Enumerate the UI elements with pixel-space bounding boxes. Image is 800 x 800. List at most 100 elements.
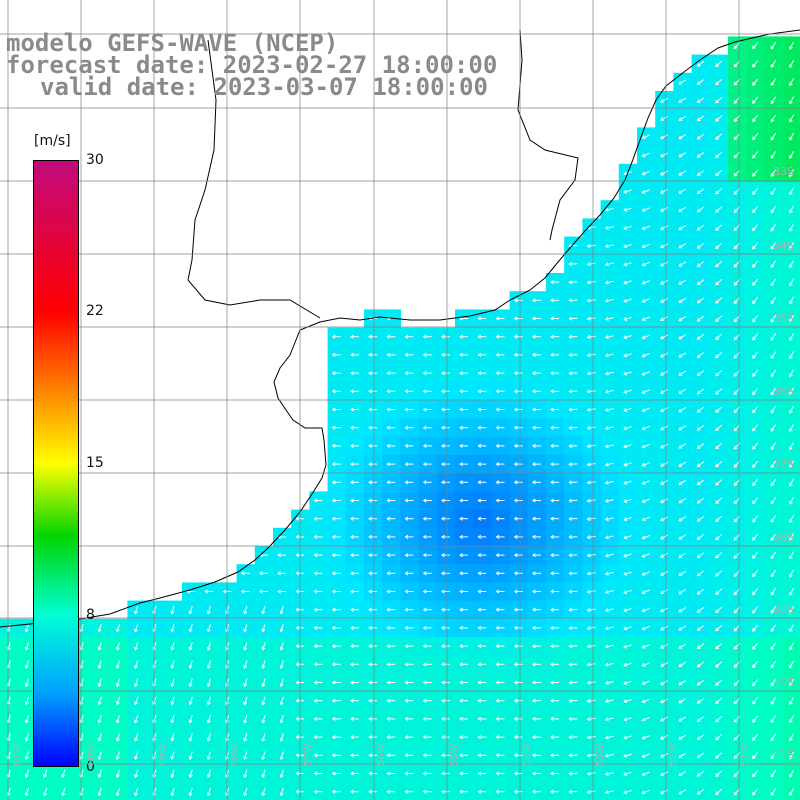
wind-arrow-shaft [715, 169, 723, 176]
wind-arrow-shaft [770, 788, 777, 796]
wind-arrow-head [641, 590, 646, 594]
wind-arrow-head [295, 607, 300, 612]
wind-arrow-shaft [789, 59, 795, 68]
wind-arrow-shaft [752, 78, 759, 86]
wind-arrow-head [97, 719, 102, 724]
wind-arrow-head [531, 371, 536, 376]
wind-arrow-shaft [244, 733, 248, 742]
wind-arrow-head [115, 628, 120, 633]
wind-arrow-shaft [642, 680, 650, 685]
wind-arrow-shaft [605, 790, 614, 794]
wind-arrow-head [422, 516, 427, 521]
wind-arrow-shaft [660, 298, 669, 303]
wind-arrow-shaft [116, 714, 120, 723]
wind-arrow-shaft [605, 717, 614, 721]
wind-arrow-shaft [715, 260, 723, 267]
wind-arrow-shaft [171, 787, 175, 796]
wind-arrow-shaft [789, 551, 795, 559]
wind-arrow-head [513, 771, 518, 776]
wind-arrow-head [459, 516, 463, 521]
wind-arrow-head [331, 352, 336, 357]
wind-arrow-shaft [280, 787, 284, 796]
wind-arrow-head [659, 717, 664, 722]
wind-arrow-shaft [642, 389, 650, 394]
wind-arrow-shaft [605, 590, 614, 593]
wind-arrow-head [733, 591, 738, 596]
wind-arrow-shaft [770, 606, 777, 614]
wind-arrow-head [623, 189, 628, 194]
wind-arrow-head [568, 516, 573, 521]
wind-arrow-head [459, 607, 463, 612]
wind-arrow-shaft [605, 517, 614, 521]
wind-arrow-head [568, 425, 573, 430]
wind-arrow-head [586, 571, 591, 576]
wind-arrow-head [715, 627, 719, 632]
wind-arrow-head [313, 571, 318, 576]
wind-arrow-head [261, 701, 266, 706]
wind-arrow-head [568, 443, 573, 449]
wind-arrow-shaft [623, 280, 632, 284]
wind-arrow-head [752, 227, 756, 232]
wind-arrow-head [331, 698, 336, 703]
wind-arrow-head [623, 335, 628, 340]
wind-arrow-head [134, 628, 138, 633]
wind-arrow-shaft [660, 643, 669, 649]
wind-arrow-head [604, 389, 609, 394]
wind-arrow-head [24, 756, 29, 760]
wind-arrow-shaft [770, 169, 777, 177]
wind-arrow-head [770, 737, 775, 742]
wind-arrow-shaft [678, 679, 687, 686]
wind-arrow-shaft [642, 480, 650, 485]
wind-arrow-head [770, 500, 775, 505]
wind-arrow-head [331, 407, 336, 412]
wind-arrow-head [623, 717, 628, 722]
wind-arrow-head [531, 334, 536, 339]
wind-arrow-shaft [587, 626, 596, 629]
wind-arrow-head [659, 153, 664, 158]
wind-arrow-head [368, 480, 372, 485]
wind-arrow-head [789, 701, 793, 706]
wind-arrow-head [550, 443, 554, 448]
wind-arrow-head [752, 209, 756, 214]
wind-arrow-shaft [244, 623, 248, 632]
wind-arrow-head [513, 334, 518, 339]
wind-arrow-shaft [678, 188, 687, 194]
wind-arrow-shaft [660, 789, 669, 794]
wind-arrow-shaft [587, 226, 596, 229]
wind-arrow-head [349, 516, 354, 521]
wind-arrow-head [715, 754, 719, 759]
wind-arrow-head [477, 735, 482, 740]
wind-arrow-shaft [678, 115, 687, 121]
wind-arrow-head [678, 244, 683, 249]
wind-arrow-head [188, 683, 193, 688]
wind-arrow-shaft [134, 660, 139, 669]
wind-arrow-head [422, 480, 427, 485]
wind-arrow-head [586, 280, 591, 285]
wind-arrow-shaft [752, 660, 759, 668]
wind-arrow-shaft [770, 715, 777, 723]
wind-arrow-shaft [789, 660, 795, 669]
wind-arrow-head [770, 428, 775, 432]
wind-arrow-head [789, 664, 793, 669]
wind-arrow-head [678, 445, 683, 449]
wind-arrow-shaft [587, 754, 596, 757]
wind-arrow-head [440, 680, 445, 685]
wind-arrow-head [641, 626, 646, 631]
wind-arrow-head [659, 299, 664, 303]
wind-arrow-head [206, 756, 211, 760]
wind-arrow-head [752, 700, 756, 705]
wind-arrow-head [261, 737, 266, 742]
wind-arrow-head [604, 316, 609, 321]
wind-arrow-shaft [770, 205, 777, 213]
wind-arrow-shaft [715, 279, 723, 286]
wind-arrow-shaft [678, 661, 687, 667]
wind-arrow-shaft [587, 408, 596, 411]
wind-arrow-shaft [752, 624, 759, 632]
lat-label: 35S [773, 312, 794, 325]
wind-arrow-head [715, 718, 719, 723]
wind-arrow-shaft [134, 623, 139, 632]
wind-arrow-shaft [605, 753, 614, 757]
wind-arrow-head [422, 698, 427, 703]
wind-arrow-shaft [587, 736, 596, 739]
wind-arrow-shaft [678, 334, 687, 340]
